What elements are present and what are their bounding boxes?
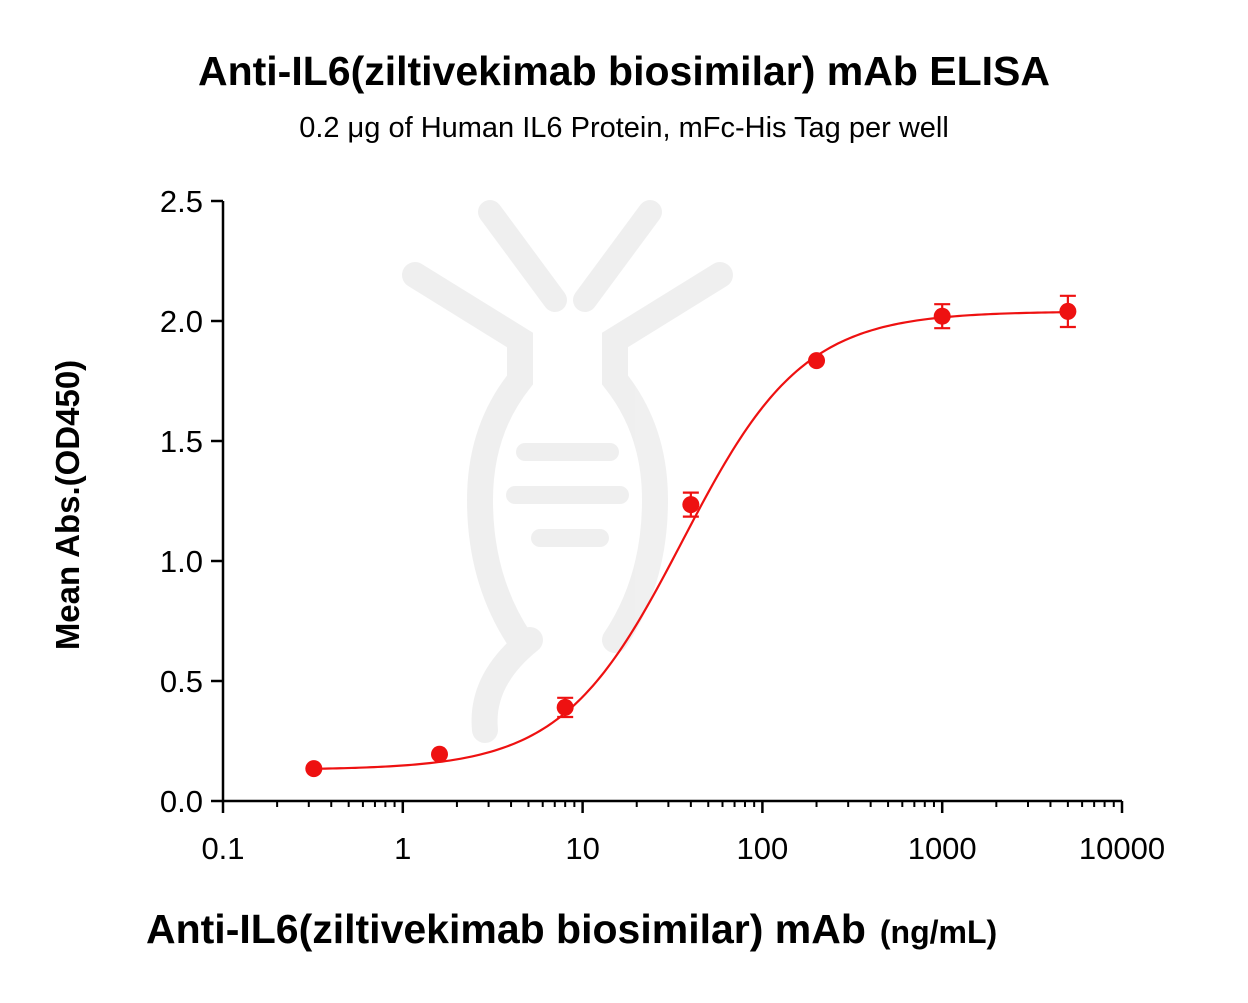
fit-curve — [313, 311, 1068, 770]
data-marks — [305, 294, 1077, 778]
x-tick-label: 10000 — [1079, 831, 1165, 866]
x-axis-label-unit: (ng/mL) — [879, 914, 998, 950]
y-tick-label: 0.0 — [160, 784, 203, 819]
watermark-logo — [402, 200, 733, 743]
axes: 0.1 1 10 100 1000 10000 0.0 0.5 1.0 1.5 2.0 2.5 — [160, 184, 1165, 866]
chart-title: Anti-IL6(ziltivekimab biosimilar) mAb EL… — [197, 48, 1050, 94]
x-tick-label: 0.1 — [201, 831, 244, 866]
data-point — [1059, 302, 1077, 320]
data-point — [933, 307, 951, 325]
y-tick-label: 2.0 — [160, 304, 203, 339]
data-point — [556, 698, 574, 716]
x-tick-label: 1000 — [908, 831, 977, 866]
chart-subtitle: 0.2 μg of Human IL6 Protein, mFc-His Tag… — [299, 112, 949, 144]
data-point — [808, 352, 826, 370]
data-point — [305, 760, 323, 778]
fit-curve-layer — [313, 311, 1068, 770]
data-point — [682, 496, 700, 514]
x-tick-label: 100 — [737, 831, 789, 866]
y-tick-label: 0.5 — [160, 664, 203, 699]
x-tick-label: 10 — [565, 831, 599, 866]
y-tick-label: 1.5 — [160, 424, 203, 459]
x-axis-label-main: Anti-IL6(ziltivekimab biosimilar) mAb — [146, 906, 866, 952]
x-tick-label: 1 — [394, 831, 411, 866]
y-tick-label: 1.0 — [160, 544, 203, 579]
data-point — [431, 745, 449, 763]
x-axis-label: Anti-IL6(ziltivekimab biosimilar) mAb (ng… — [146, 906, 997, 953]
y-tick-label: 2.5 — [160, 184, 203, 219]
